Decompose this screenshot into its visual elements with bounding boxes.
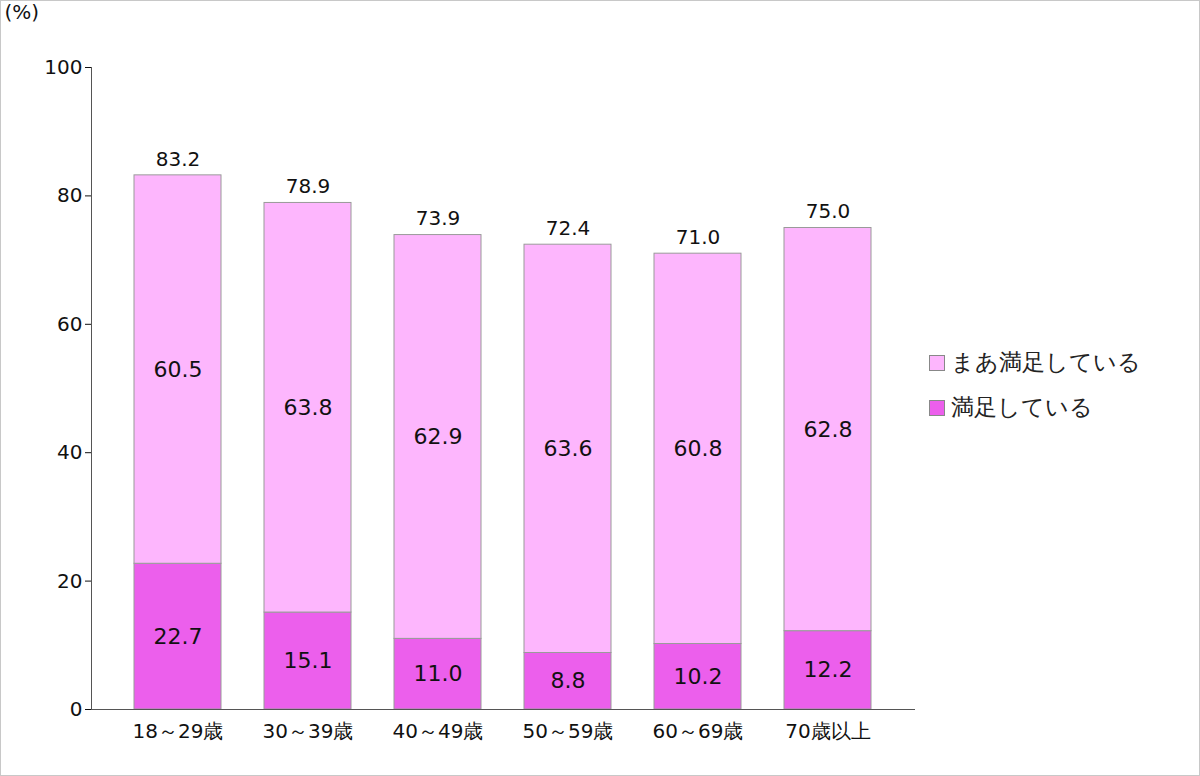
svg-text:60.5: 60.5 bbox=[154, 357, 203, 382]
svg-text:20: 20 bbox=[57, 569, 82, 593]
svg-text:70歳以上: 70歳以上 bbox=[785, 719, 870, 743]
svg-text:60: 60 bbox=[57, 312, 82, 336]
svg-text:62.8: 62.8 bbox=[804, 417, 853, 442]
svg-text:83.2: 83.2 bbox=[156, 147, 201, 171]
svg-text:(%): (%) bbox=[5, 1, 40, 24]
svg-text:11.0: 11.0 bbox=[414, 661, 463, 686]
svg-text:8.8: 8.8 bbox=[551, 668, 586, 693]
html-text:満足している: 満足している bbox=[951, 394, 1093, 420]
svg-text:75.0: 75.0 bbox=[806, 199, 851, 223]
svg-text:12.2: 12.2 bbox=[804, 657, 853, 682]
svg-text:72.4: 72.4 bbox=[546, 216, 591, 240]
svg-text:71.0: 71.0 bbox=[676, 225, 721, 249]
svg-text:73.9: 73.9 bbox=[416, 206, 461, 230]
svg-text:50～59歳: 50～59歳 bbox=[523, 719, 614, 743]
svg-text:15.1: 15.1 bbox=[284, 648, 333, 673]
svg-text:80: 80 bbox=[57, 183, 82, 207]
svg-text:60.8: 60.8 bbox=[674, 436, 723, 461]
svg-text:63.6: 63.6 bbox=[544, 436, 593, 461]
svg-text:100: 100 bbox=[44, 55, 82, 79]
svg-text:40～49歳: 40～49歳 bbox=[393, 719, 484, 743]
svg-text:62.9: 62.9 bbox=[414, 424, 463, 449]
svg-text:60～69歳: 60～69歳 bbox=[653, 719, 744, 743]
svg-text:78.9: 78.9 bbox=[286, 174, 331, 198]
html-text:まあ満足している: まあ満足している bbox=[951, 349, 1141, 375]
svg-text:10.2: 10.2 bbox=[674, 664, 723, 689]
svg-text:30～39歳: 30～39歳 bbox=[263, 719, 354, 743]
svg-text:18～29歳: 18～29歳 bbox=[133, 719, 224, 743]
svg-text:22.7: 22.7 bbox=[154, 624, 203, 649]
svg-text:63.8: 63.8 bbox=[284, 395, 333, 420]
svg-text:40: 40 bbox=[57, 440, 82, 464]
svg-text:0: 0 bbox=[70, 697, 83, 721]
